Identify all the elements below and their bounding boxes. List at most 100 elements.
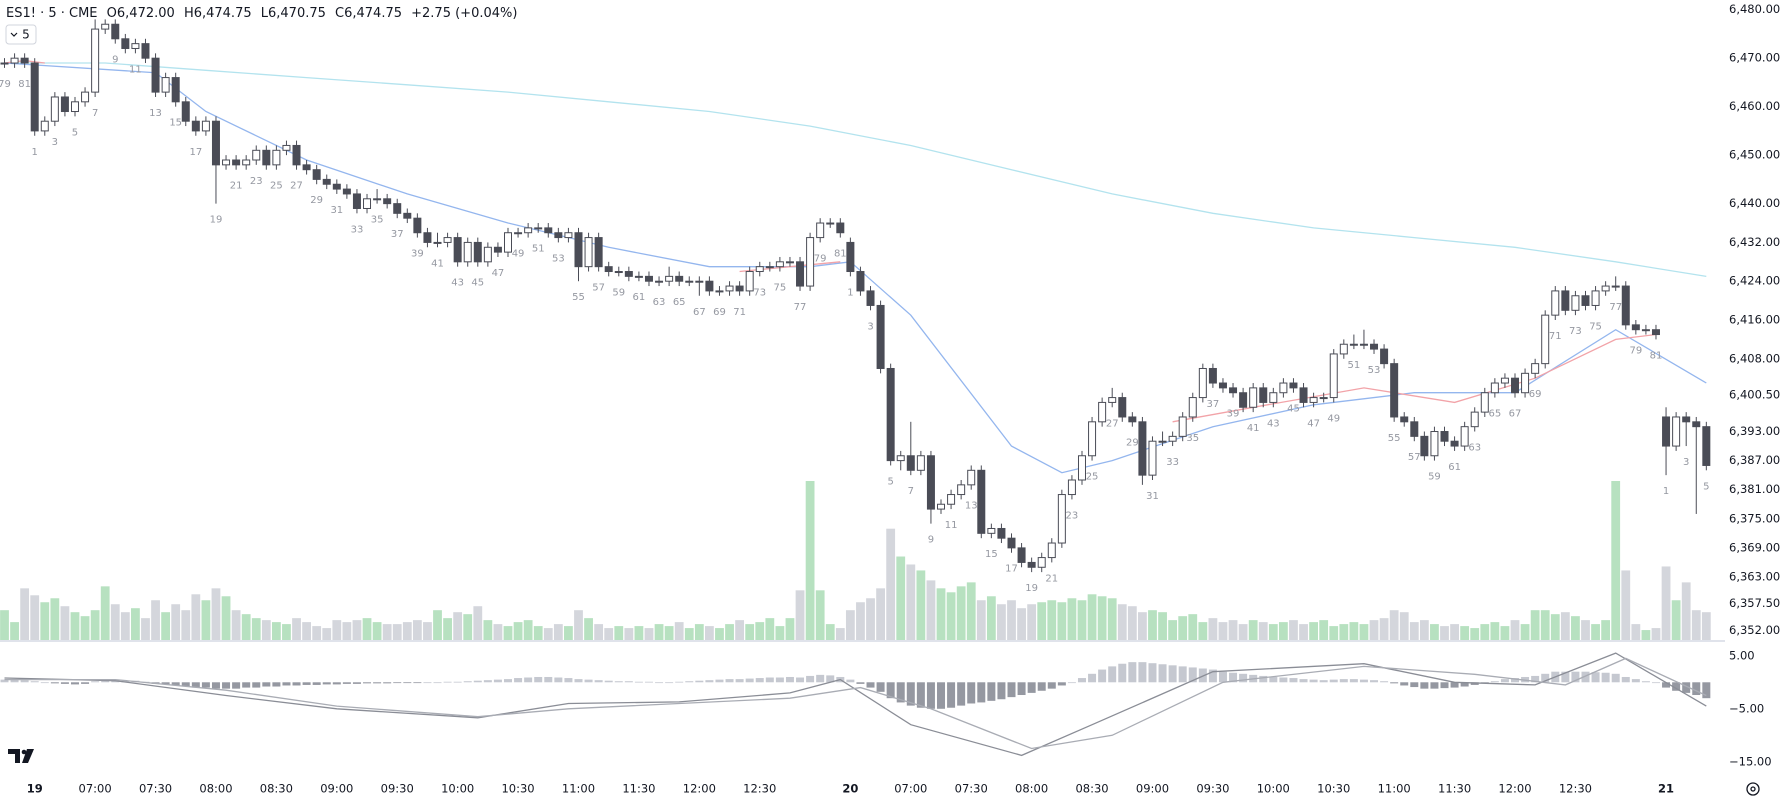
volume-bar: [412, 620, 422, 640]
volume-bar: [1158, 612, 1167, 640]
volume-bar: [1339, 624, 1349, 640]
volume-bar: [1188, 614, 1198, 640]
x-tick-label: 07:30: [955, 782, 988, 796]
candle-body: [1571, 295, 1580, 311]
gear-ring[interactable]: [1746, 782, 1760, 796]
volume-bar: [1228, 620, 1238, 640]
volume-bar: [1621, 570, 1631, 640]
volume-bar: [1430, 624, 1439, 640]
bar-count-label: 51: [532, 244, 545, 255]
candle-body: [1490, 382, 1499, 394]
bar-count-label: 81: [18, 79, 31, 90]
volume-bar: [221, 596, 231, 640]
x-tick-label: 12:00: [683, 782, 716, 796]
bar-count-label: 13: [965, 501, 978, 512]
volume-bar: [1510, 620, 1520, 640]
brand-logo[interactable]: [8, 749, 34, 763]
candle-body: [272, 149, 281, 166]
candle-body: [1621, 285, 1630, 326]
candle-body: [1430, 431, 1439, 457]
bar-count-label: 53: [552, 253, 565, 264]
interval-button[interactable]: 5: [5, 24, 37, 45]
bar-count-label: 59: [612, 287, 625, 298]
volume-bar: [553, 624, 563, 640]
macd-histogram-bar: [0, 679, 9, 683]
candle-body: [1541, 314, 1550, 365]
macd-histogram-bar: [1470, 682, 1479, 685]
volume-bar: [624, 628, 634, 640]
candle-body: [796, 261, 805, 287]
candle-body: [151, 57, 160, 93]
x-tick-label: 10:00: [1257, 782, 1290, 796]
gear-hub[interactable]: [1750, 786, 1756, 792]
logo-part[interactable]: [21, 749, 27, 755]
quote-change: +2.75 (+0.04%): [411, 6, 517, 21]
candle-body: [806, 237, 815, 287]
volume-bar: [251, 618, 261, 640]
bar-count-label: 41: [431, 258, 444, 269]
bar-count-label: 33: [351, 224, 364, 235]
volume-bar: [332, 620, 342, 640]
candle-body: [1249, 387, 1258, 408]
candle-body: [463, 241, 472, 263]
candle-body: [685, 280, 694, 283]
candle-body: [433, 241, 442, 244]
candle-body: [886, 367, 895, 462]
bar-count-label: 59: [1428, 472, 1441, 483]
macd-histogram-bar: [332, 682, 341, 685]
macd-histogram-bar: [1380, 681, 1389, 683]
candle-body: [1047, 542, 1056, 559]
candle-body: [40, 120, 49, 132]
volume-bar: [664, 626, 674, 640]
volume-bar: [543, 628, 553, 640]
logo-part[interactable]: [8, 749, 20, 763]
volume-bar: [503, 626, 513, 640]
bar-count-label: 63: [653, 297, 666, 308]
macd-histogram-bar: [906, 682, 915, 706]
bar-count-label: 57: [1408, 452, 1421, 463]
bar-count-label: 25: [270, 181, 283, 192]
bar-count-label: 43: [451, 278, 464, 289]
interval-button-frame[interactable]: [5, 24, 37, 45]
logo-part[interactable]: [22, 749, 34, 763]
candle-body: [1339, 343, 1348, 355]
volume-bar: [886, 528, 896, 640]
volume-bar: [785, 618, 795, 640]
candle-body: [846, 241, 855, 273]
volume-bar: [352, 620, 362, 640]
symbol-title: ES1! · 5 · CME: [6, 6, 98, 21]
candle-body: [957, 484, 966, 496]
volume-bar: [1027, 604, 1037, 640]
candle-body: [1400, 416, 1409, 423]
macd-histogram-bar: [423, 682, 432, 684]
macd-histogram-bar: [785, 676, 794, 683]
macd-histogram-bar: [1108, 666, 1117, 683]
moving-average-line: [4, 62, 1707, 278]
macd-histogram-bar: [594, 680, 603, 683]
interval-label[interactable]: 5: [22, 28, 30, 42]
candle-body: [1309, 397, 1318, 403]
volume-bar: [845, 610, 855, 640]
chevron-icon[interactable]: [10, 32, 18, 37]
macd-histogram-bar: [352, 682, 361, 684]
volume-bar: [1148, 610, 1157, 640]
macd-histogram-bar: [383, 682, 392, 684]
volume-bar: [453, 612, 463, 640]
candle-body: [1500, 377, 1509, 384]
macd-histogram-bar: [1410, 682, 1419, 688]
bar-count-label: 29: [310, 195, 323, 206]
settings-icon[interactable]: [1746, 782, 1760, 796]
macd-histogram-bar: [1621, 676, 1630, 683]
volume-bar: [604, 628, 614, 640]
volume-bar: [1389, 610, 1399, 640]
macd-histogram-bar: [644, 681, 653, 683]
macd-histogram-bar: [735, 679, 744, 683]
bar-count-label: 69: [1529, 389, 1542, 400]
candle-body: [1420, 435, 1429, 457]
volume-bar: [100, 586, 110, 640]
x-tick-label: 09:00: [1136, 782, 1169, 796]
candle-body: [50, 96, 59, 122]
candle-body: [81, 91, 90, 103]
volume-bar: [866, 598, 875, 640]
